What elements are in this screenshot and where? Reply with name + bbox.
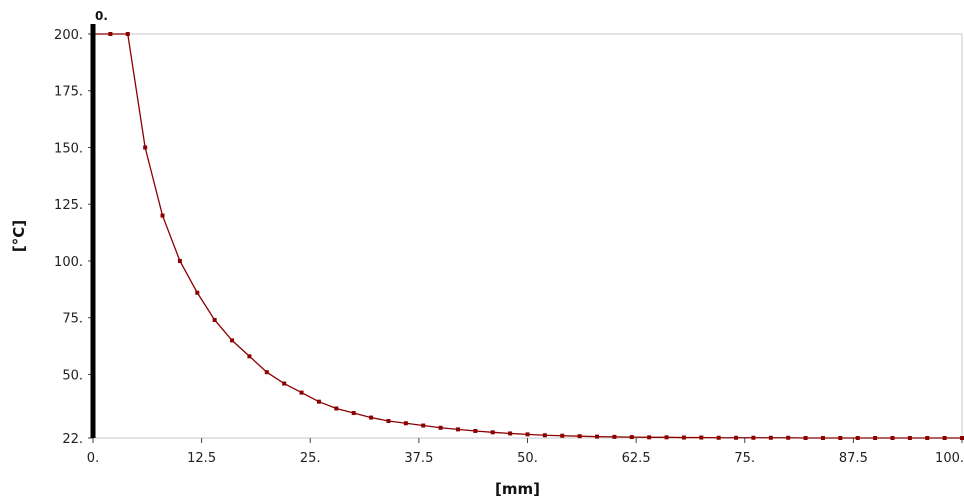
data-point	[247, 354, 251, 358]
data-point	[265, 370, 269, 374]
data-point	[317, 400, 321, 404]
y-axis-ticks: 22. 50. 75. 100. 125. 150. 175. 200.	[54, 28, 93, 447]
x-tick-label: 37.5	[404, 451, 433, 466]
data-point	[890, 436, 894, 440]
data-point	[230, 338, 234, 342]
y-tick-label: 75.	[62, 312, 83, 327]
data-point	[161, 214, 165, 218]
data-point	[804, 436, 808, 440]
x-tick-label: 87.5	[839, 451, 868, 466]
data-point	[126, 32, 130, 36]
plot-area-frame	[93, 34, 962, 438]
data-point	[439, 426, 443, 430]
data-point	[925, 436, 929, 440]
y-tick-label: 50.	[62, 368, 83, 383]
series-markers	[91, 32, 964, 440]
data-point	[717, 436, 721, 440]
data-point	[647, 435, 651, 439]
y-axis-title: [°C]	[10, 220, 28, 252]
data-point	[300, 391, 304, 395]
data-point	[456, 427, 460, 431]
data-point	[195, 291, 199, 295]
data-point	[821, 436, 825, 440]
x-tick-label: 62.5	[622, 451, 651, 466]
y-tick-label: 100.	[54, 255, 83, 270]
data-point	[665, 435, 669, 439]
y-tick-label: 150.	[54, 141, 83, 156]
data-point	[369, 416, 373, 420]
x-tick-label: 12.5	[187, 451, 216, 466]
x-tick-label: 100.	[935, 451, 964, 466]
data-point	[838, 436, 842, 440]
y-tick-label: 200.	[54, 28, 83, 43]
data-point	[508, 431, 512, 435]
x-axis-title: [mm]	[495, 480, 540, 498]
data-point	[386, 419, 390, 423]
data-point	[856, 436, 860, 440]
data-point	[786, 436, 790, 440]
data-point	[421, 424, 425, 428]
x-tick-label: 75.	[734, 451, 755, 466]
data-point	[404, 421, 408, 425]
data-point	[473, 429, 477, 433]
x-tick-label: 25.	[300, 451, 321, 466]
vertical-probe-label: 0.	[95, 9, 108, 23]
data-point	[578, 434, 582, 438]
data-point	[178, 259, 182, 263]
x-tick-label: 50.	[517, 451, 538, 466]
data-point	[491, 430, 495, 434]
data-point	[108, 32, 112, 36]
data-point	[143, 145, 147, 149]
data-point	[612, 435, 616, 439]
x-tick-label: 0.	[87, 451, 99, 466]
data-point	[543, 433, 547, 437]
data-point	[282, 382, 286, 386]
y-tick-label: 22.	[62, 432, 83, 447]
data-point	[334, 406, 338, 410]
data-point	[682, 436, 686, 440]
data-point	[560, 434, 564, 438]
data-point	[526, 432, 530, 436]
data-point	[943, 436, 947, 440]
data-point	[734, 436, 738, 440]
data-point	[630, 435, 634, 439]
data-point	[960, 436, 964, 440]
data-point	[751, 436, 755, 440]
y-tick-label: 125.	[54, 198, 83, 213]
data-point	[595, 435, 599, 439]
data-point	[769, 436, 773, 440]
data-point	[699, 436, 703, 440]
data-point	[352, 411, 356, 415]
x-axis-ticks: 0. 12.5 25. 37.5 50. 62.5 75. 87.5 100.	[87, 438, 964, 466]
y-tick-label: 175.	[54, 85, 83, 100]
data-point	[213, 318, 217, 322]
data-point	[908, 436, 912, 440]
series-line	[93, 34, 962, 438]
data-point	[873, 436, 877, 440]
